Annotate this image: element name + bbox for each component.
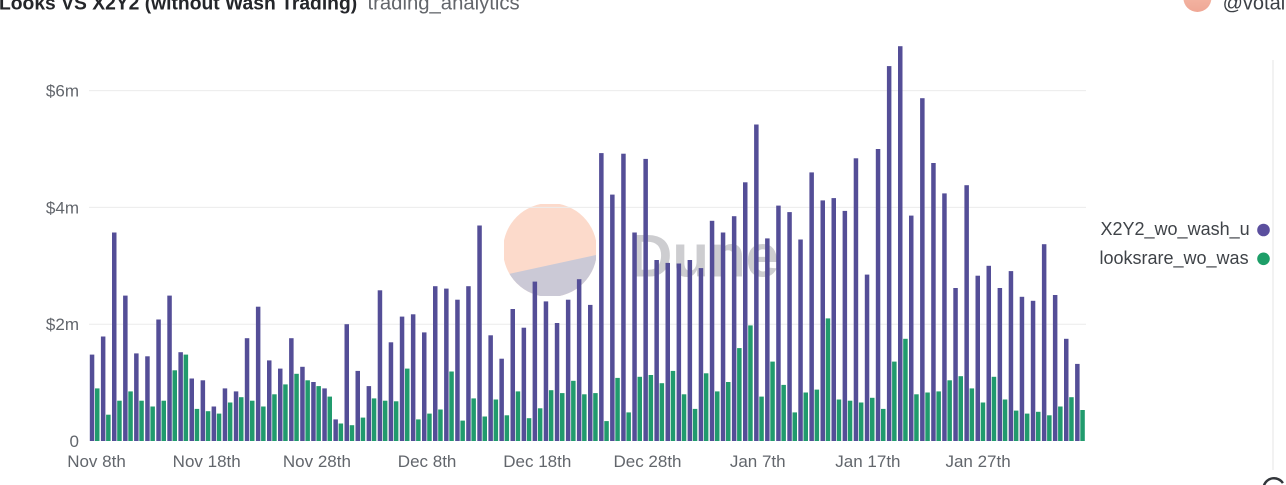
- svg-text:Dec 8th: Dec 8th: [398, 452, 457, 471]
- svg-text:Dune: Dune: [629, 223, 779, 290]
- svg-text:Nov 8th: Nov 8th: [67, 452, 126, 471]
- svg-text:Dec 18th: Dec 18th: [503, 452, 571, 471]
- svg-text:Jan 7th: Jan 7th: [730, 452, 786, 471]
- svg-text:Nov 28th: Nov 28th: [283, 452, 351, 471]
- svg-text:$2m: $2m: [46, 315, 79, 334]
- svg-text:Looks VS X2Y2 (without Wash Tr: Looks VS X2Y2 (without Wash Trading): [0, 0, 357, 15]
- svg-text:Jan 17th: Jan 17th: [835, 452, 900, 471]
- svg-text:$4m: $4m: [46, 198, 79, 217]
- svg-text:trading_analytics: trading_analytics: [368, 0, 520, 15]
- svg-text:$6m: $6m: [46, 82, 79, 101]
- svg-text:X2Y2_wo_wash_u: X2Y2_wo_wash_u: [1101, 219, 1250, 240]
- svg-text:Nov 18th: Nov 18th: [173, 452, 241, 471]
- svg-text:@votair: @votair: [1223, 0, 1286, 15]
- svg-text:0: 0: [70, 432, 79, 451]
- svg-text:Jan 27th: Jan 27th: [945, 452, 1010, 471]
- svg-text:looksrare_wo_was: looksrare_wo_was: [1100, 248, 1249, 269]
- svg-text:Dec 28th: Dec 28th: [613, 452, 681, 471]
